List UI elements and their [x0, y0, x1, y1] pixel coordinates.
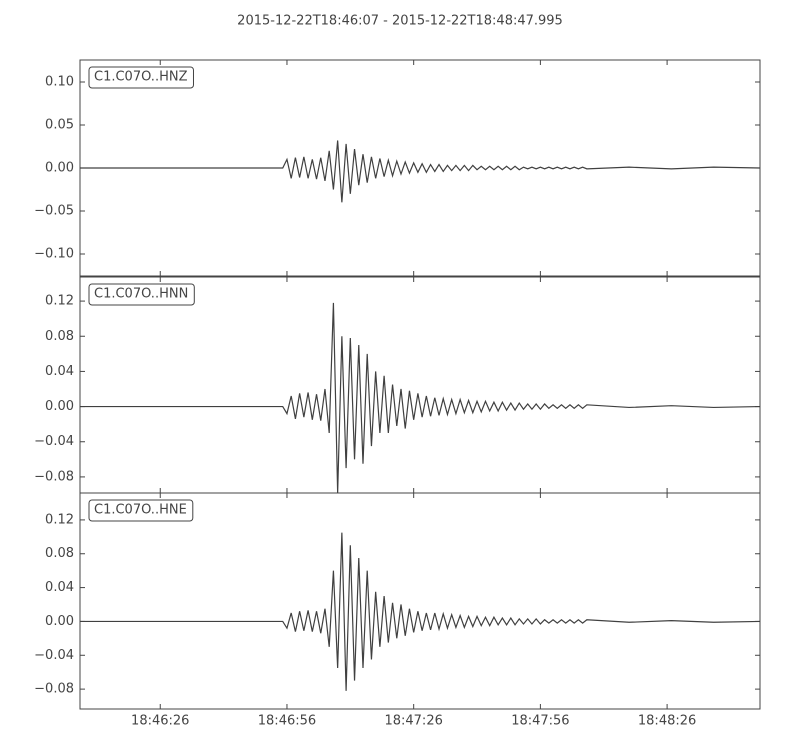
plot-frame: [79, 492, 761, 710]
y-tick-label: 0.00: [45, 161, 74, 176]
chart-title: 2015-12-22T18:46:07 - 2015-12-22T18:48:4…: [237, 14, 563, 29]
y-tick-label: 0.08: [45, 329, 74, 344]
y-tick-label: 0.00: [45, 399, 74, 414]
legend-box: [88, 283, 195, 306]
legend-label: C1.C07O..HNN: [94, 287, 188, 302]
y-tick-label: −0.04: [34, 648, 74, 663]
waveform: [80, 302, 760, 493]
waveform: [80, 532, 760, 691]
x-tick-label: 18:47:26: [384, 714, 442, 729]
y-tick-label: −0.05: [34, 203, 74, 218]
legend-box: [88, 499, 194, 522]
y-tick-label: −0.10: [34, 246, 74, 261]
y-tick-label: −0.08: [34, 682, 74, 697]
y-tick-label: 0.12: [45, 512, 74, 527]
plot-frame: [79, 276, 761, 494]
x-tick-label: 18:46:56: [258, 714, 316, 729]
legend-box: [88, 66, 194, 89]
y-tick-label: 0.08: [45, 546, 74, 561]
x-tick-label: 18:46:26: [131, 714, 189, 729]
y-tick-label: −0.04: [34, 434, 74, 449]
y-tick-label: 0.05: [45, 118, 74, 133]
y-tick-label: 0.04: [45, 364, 74, 379]
y-tick-label: 0.12: [45, 294, 74, 309]
x-tick-label: 18:47:56: [511, 714, 569, 729]
y-tick-label: 0.10: [45, 75, 74, 90]
waveform: [80, 140, 760, 203]
y-tick-label: 0.04: [45, 580, 74, 595]
legend-label: C1.C07O..HNE: [94, 503, 187, 518]
x-tick-label: 18:48:26: [638, 714, 696, 729]
y-tick-label: 0.00: [45, 614, 74, 629]
legend-label: C1.C07O..HNZ: [94, 70, 188, 85]
y-tick-label: −0.08: [34, 469, 74, 484]
